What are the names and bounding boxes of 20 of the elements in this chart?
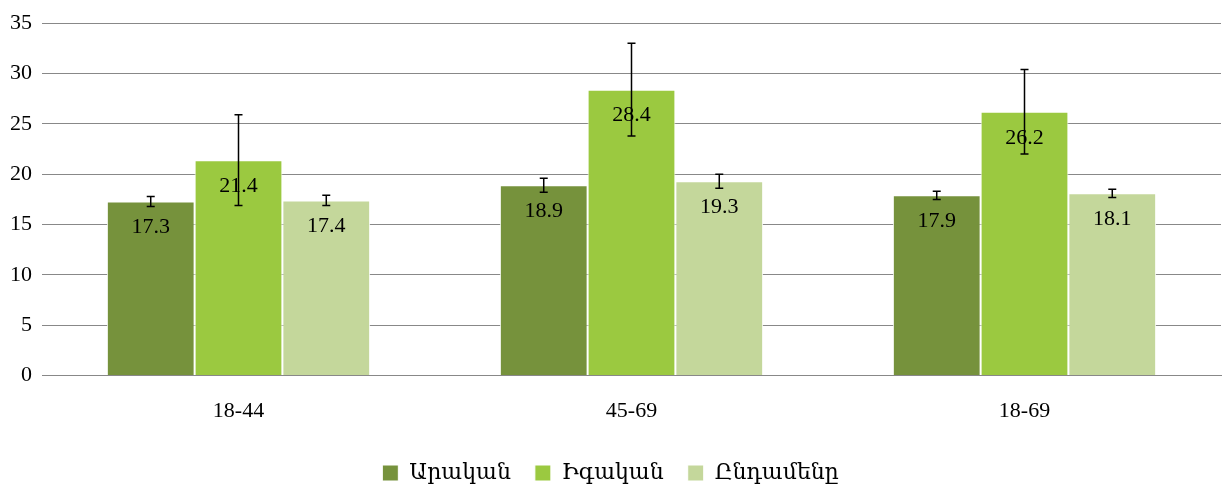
data-label: 18.1 bbox=[1093, 205, 1132, 231]
y-tick-label: 0 bbox=[21, 361, 32, 387]
y-tick-label: 15 bbox=[10, 210, 32, 236]
legend-label: Ընդամենը bbox=[714, 458, 839, 484]
data-label: 18.9 bbox=[524, 197, 563, 223]
data-label: 17.9 bbox=[917, 207, 956, 233]
y-tick-label: 35 bbox=[10, 8, 32, 34]
x-tick-label: 18-69 bbox=[998, 396, 1051, 422]
y-tick-label: 20 bbox=[10, 160, 32, 186]
x-tick-label: 45-69 bbox=[605, 396, 658, 422]
y-tick-label: 30 bbox=[10, 59, 32, 85]
x-tick-label: 18-44 bbox=[212, 396, 265, 422]
data-label: 17.4 bbox=[307, 212, 346, 238]
legend-label: Արական bbox=[409, 458, 511, 484]
y-tick-label: 10 bbox=[10, 260, 32, 286]
data-label: 19.3 bbox=[700, 193, 739, 219]
data-label: 17.3 bbox=[131, 213, 170, 239]
y-tick-label: 5 bbox=[21, 311, 32, 337]
y-tick-label: 25 bbox=[10, 109, 32, 135]
legend-label: Իգական bbox=[561, 458, 664, 484]
